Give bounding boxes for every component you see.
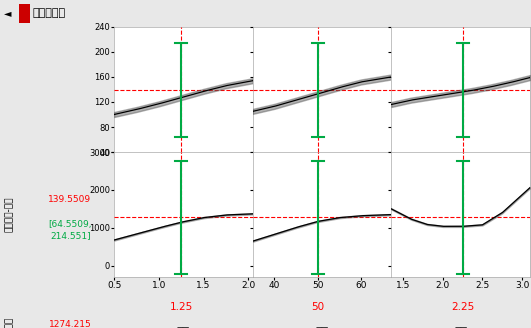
Text: 50: 50: [311, 302, 324, 312]
Text: 预测公式-弹性系数: 预测公式-弹性系数: [5, 317, 14, 328]
Text: ◄: ◄: [4, 9, 12, 18]
Text: 1274.215: 1274.215: [48, 320, 91, 328]
Text: 预测刻画器: 预测刻画器: [33, 9, 66, 18]
Text: 预测公式-蒲报: 预测公式-蒲报: [5, 197, 14, 232]
Text: 硅烷: 硅烷: [315, 327, 329, 328]
Text: 硫磺: 硫磺: [454, 327, 467, 328]
Text: 硅石: 硅石: [177, 327, 190, 328]
Text: 139.5509: 139.5509: [48, 195, 91, 204]
Text: 1.25: 1.25: [169, 302, 193, 312]
Text: [64.5509,
214.551]: [64.5509, 214.551]: [48, 219, 91, 240]
Text: 2.25: 2.25: [451, 302, 474, 312]
Bar: [19, 4, 30, 23]
